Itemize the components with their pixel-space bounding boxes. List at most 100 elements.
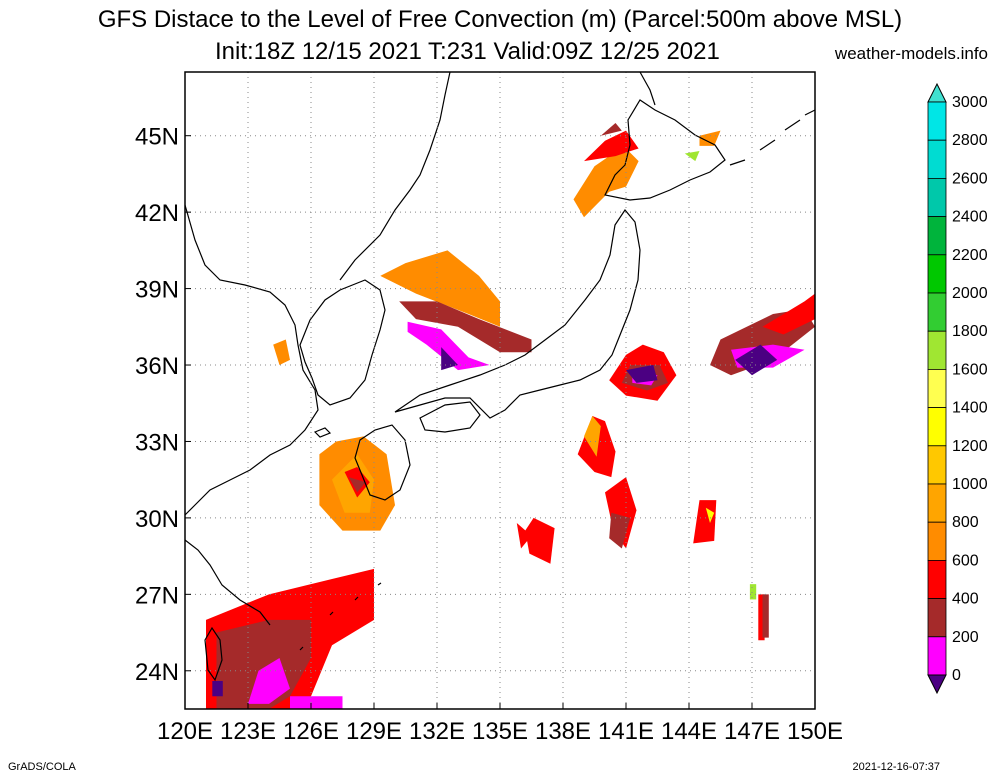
colorbar-swatch <box>927 483 947 523</box>
chart-subtitle: Init:18Z 12/15 2021 T:231 Valid:09Z 12/2… <box>215 38 720 65</box>
mainland-coast <box>184 204 319 516</box>
field-patch <box>609 512 631 549</box>
colorbar-label: 200 <box>952 629 979 646</box>
field-patch <box>693 500 717 544</box>
colorbar-arrow-high <box>927 82 947 103</box>
lat-tick-label: 33N <box>135 429 179 456</box>
lon-tick-label: 150E <box>787 718 843 745</box>
honshu-coast <box>394 208 641 419</box>
colorbar: 0 200 400 600 800 1000 1200 1400 1600 1800 2000 220… <box>927 82 988 695</box>
colorbar-swatch <box>927 254 947 294</box>
field-patch <box>212 680 223 697</box>
field-patch <box>441 347 458 371</box>
colorbar-label: 1200 <box>952 438 988 455</box>
field-patch <box>762 594 769 638</box>
colorbar-swatch <box>927 292 947 332</box>
colorbar-arrow-low <box>927 674 947 695</box>
lat-axis: 24N 27N 30N 33N 36N 39N 42N 45N <box>135 124 191 686</box>
lon-tick-label: 129E <box>346 718 402 745</box>
lon-tick-label: 123E <box>220 718 276 745</box>
lat-tick-label: 24N <box>135 659 179 686</box>
field-patch <box>248 658 290 704</box>
site-credit: weather-models.info <box>834 44 988 63</box>
field-patch <box>735 344 778 376</box>
field-patch <box>626 365 658 383</box>
colorbar-swatch <box>927 445 947 485</box>
colorbar-swatch <box>927 139 947 179</box>
lat-tick-label: 30N <box>135 506 179 533</box>
footer-timestamp: 2021-12-16-07:37 <box>852 761 940 773</box>
colorbar-swatch <box>927 101 947 141</box>
colorbar-swatch <box>927 216 947 256</box>
colorbar-swatch <box>927 330 947 370</box>
lon-tick-label: 132E <box>409 718 465 745</box>
colorbar-label: 1400 <box>952 400 988 417</box>
lat-tick-label: 27N <box>135 582 179 609</box>
taiwan-coast <box>204 626 223 682</box>
coastlines <box>184 71 816 682</box>
footer-software: GrADS/COLA <box>8 761 76 773</box>
colorbar-swatch <box>927 598 947 638</box>
field-patch <box>584 415 601 457</box>
field-patch <box>684 150 700 162</box>
field-patch <box>516 522 532 549</box>
field-patch <box>699 130 721 146</box>
lon-axis: 120E 123E 126E 129E 132E 135E 138E 141E 144E 147E… <box>157 703 843 745</box>
colorbar-label: 2400 <box>952 209 988 226</box>
field-patch <box>273 339 290 366</box>
chart-title: GFS Distace to the Level of Free Convect… <box>97 6 903 33</box>
colorbar-label: 2200 <box>952 247 988 264</box>
colorbar-swatch <box>927 521 947 561</box>
field-patch <box>348 477 366 493</box>
lon-tick-label: 144E <box>661 718 717 745</box>
lon-tick-label: 147E <box>724 718 780 745</box>
colorbar-label: 2600 <box>952 170 988 187</box>
lon-tick-label: 135E <box>472 718 528 745</box>
lat-tick-label: 36N <box>135 353 179 380</box>
colorbar-swatch <box>927 560 947 600</box>
jeju-coast <box>313 427 332 438</box>
colorbar-label: 1600 <box>952 361 988 378</box>
lat-tick-label: 45N <box>135 124 179 151</box>
russia-coast <box>339 71 451 281</box>
china-coast <box>184 539 271 626</box>
field-patch <box>762 293 815 335</box>
korea-coast <box>299 279 386 406</box>
field-patch <box>749 584 757 600</box>
lon-tick-label: 120E <box>157 718 213 745</box>
field-patch <box>399 301 532 353</box>
field-patch <box>290 696 343 709</box>
colorbar-label: 2000 <box>952 285 988 302</box>
sakhalin-coast <box>639 71 656 106</box>
colorbar-swatch <box>927 407 947 447</box>
ryukyu-islands <box>299 582 382 651</box>
field-patch <box>705 507 715 523</box>
lat-tick-label: 42N <box>135 200 179 227</box>
colorbar-label: 600 <box>952 552 979 569</box>
colorbar-label: 400 <box>952 591 979 608</box>
colorbar-swatch <box>927 368 947 408</box>
field-patch <box>600 122 622 136</box>
field-patch <box>573 148 639 218</box>
colorbar-label: 1800 <box>952 323 988 340</box>
field-patch <box>605 477 637 549</box>
lfc-field <box>206 122 815 709</box>
kuril-islands <box>729 109 816 166</box>
kyushu-coast <box>354 424 411 501</box>
colorbar-swatch <box>927 177 947 217</box>
colorbar-label: 0 <box>952 667 961 684</box>
grid-lines <box>185 72 815 709</box>
hokkaido-coast <box>604 99 726 201</box>
colorbar-label: 1000 <box>952 476 988 493</box>
shikoku-coast <box>419 401 481 433</box>
colorbar-label: 2800 <box>952 132 988 149</box>
lat-tick-label: 39N <box>135 277 179 304</box>
field-patch <box>525 517 555 564</box>
lon-tick-label: 126E <box>283 718 339 745</box>
colorbar-label: 800 <box>952 514 979 531</box>
field-patch <box>407 321 490 371</box>
field-patch <box>584 130 639 162</box>
colorbar-swatch <box>927 636 947 676</box>
lon-tick-label: 138E <box>535 718 591 745</box>
